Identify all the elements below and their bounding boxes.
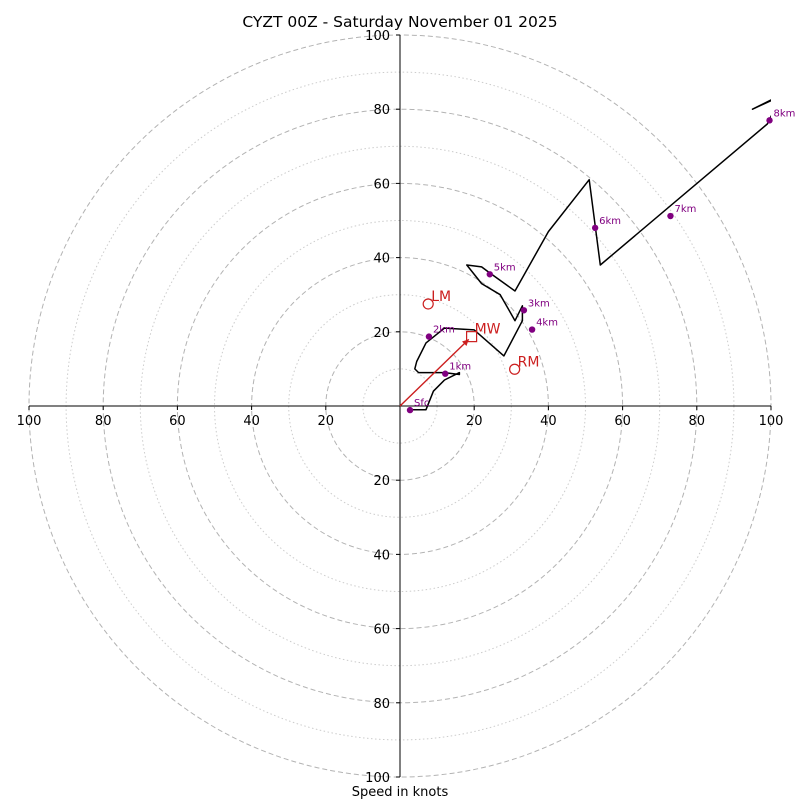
x-tick-label: 100	[759, 414, 784, 429]
storm-motion-marker	[422, 298, 434, 310]
y-tick-label: 60	[373, 623, 390, 638]
wind-trace	[411, 99, 771, 411]
y-tick-label: 100	[365, 771, 390, 786]
storm-motion-label: RM	[518, 354, 540, 370]
height-marker-label: 4km	[536, 318, 558, 329]
chart-title: CYZT 00Z - Saturday November 01 2025	[242, 13, 557, 31]
y-tick-label: 40	[373, 252, 390, 267]
height-marker-dot	[528, 326, 536, 333]
height-marker-dot	[520, 307, 528, 314]
storm-motion-label: LM	[431, 289, 451, 305]
height-marker-dot	[591, 224, 599, 232]
x-axis-label: Speed in knots	[352, 785, 449, 800]
height-marker-label: 8km	[774, 108, 796, 119]
height-marker-label: 7km	[674, 204, 696, 215]
x-tick-label: 60	[169, 414, 186, 429]
y-tick-label: 100	[365, 29, 390, 44]
y-tick-label: 60	[373, 177, 390, 192]
y-tick-label: 80	[373, 697, 390, 712]
wind-profile-line	[411, 99, 771, 411]
height-marker-label: 5km	[494, 262, 516, 273]
height-marker-label: 2km	[433, 325, 455, 336]
x-tick-label: 40	[243, 414, 260, 429]
x-tick-label: 100	[17, 414, 42, 429]
y-tick-label: 40	[373, 548, 390, 563]
storm-motion-label: MW	[475, 322, 501, 338]
y-tick-label: 20	[373, 474, 390, 489]
height-markers: Sfc 1km 2km 3km 4km 5km 6km 7km 8km	[406, 108, 796, 414]
x-tick-label: 60	[614, 414, 631, 429]
height-marker-label: 3km	[528, 298, 550, 309]
x-tick-label: 80	[689, 414, 706, 429]
y-tick-label: 80	[373, 103, 390, 118]
x-tick-label: 20	[466, 414, 483, 429]
height-marker-label: Sfc	[414, 398, 429, 409]
height-marker-label: 1km	[449, 362, 471, 373]
height-marker-dot	[766, 117, 773, 124]
x-tick-label: 40	[540, 414, 557, 429]
x-tick-label: 80	[95, 414, 112, 429]
height-marker-dot	[425, 333, 433, 340]
mean-wind-arrow-shaft	[399, 338, 470, 407]
tick-labels: 100 80 60 40 20 20 40 60 80 100 100 80 60 40 20 20 40 60 8…	[17, 29, 784, 786]
x-tick-label: 20	[318, 414, 335, 429]
height-marker-label: 6km	[599, 216, 621, 227]
height-marker-dot	[406, 406, 414, 414]
height-marker-dot	[442, 370, 449, 377]
height-marker-dot	[667, 212, 674, 220]
y-tick-label: 20	[373, 326, 390, 341]
storm-motion-marker	[466, 331, 478, 343]
height-marker-dot	[486, 271, 493, 278]
storm-motion-marker	[509, 363, 521, 375]
storm-motion-markers: LM MW RM	[422, 289, 540, 375]
